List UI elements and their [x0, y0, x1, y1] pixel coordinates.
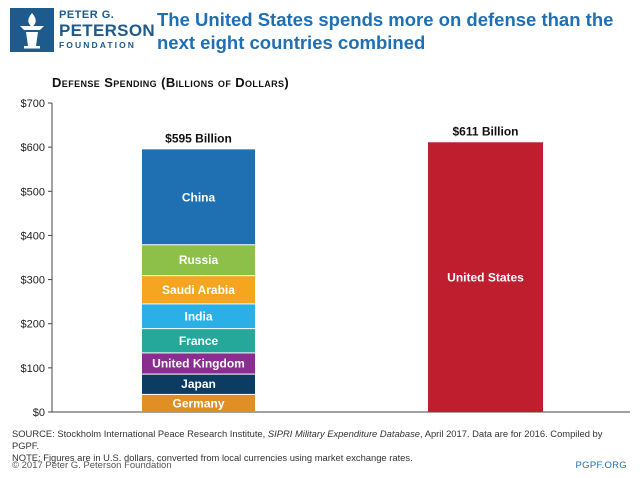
segment-label: China — [182, 190, 216, 204]
source-prefix: SOURCE: Stockholm International Peace Re… — [12, 428, 268, 439]
chart-title: Defense Spending (Billions of Dollars) — [52, 75, 290, 90]
bar-segment — [142, 276, 255, 304]
segment-label: Saudi Arabia — [162, 283, 235, 297]
source-database: SIPRI Military Expenditure Database — [267, 428, 421, 439]
y-tick-label: $200 — [21, 319, 45, 331]
source-note: SOURCE: Stockholm International Peace Re… — [12, 428, 632, 464]
bar-segment — [142, 374, 255, 394]
brand-line-3: FOUNDATION — [59, 40, 137, 50]
segment-label: Japan — [181, 377, 216, 391]
y-tick-label: $500 — [21, 186, 45, 198]
brand-wordmark: PETER G. PETERSON FOUNDATION — [59, 10, 155, 50]
segment-label: India — [184, 309, 212, 323]
torch-logo-icon — [10, 8, 54, 52]
bar-total-label: $611 Billion — [452, 124, 518, 138]
segment-label: Russia — [179, 253, 219, 267]
brand-line-1: PETER G. — [59, 9, 115, 21]
source-note-text: NOTE: Figures are in U.S. dollars, conve… — [12, 452, 413, 463]
bar-segment — [142, 149, 255, 245]
stacked-bar-chart: $0 $100 $200 $300 $400 $500 $600 $700 Germany Jap… — [21, 98, 630, 419]
segment-label: Germany — [172, 396, 224, 410]
brand-logo: PETER G. PETERSON FOUNDATION — [10, 8, 155, 56]
source-suffix: , April 2017. Data are for 2016. Compile… — [12, 428, 603, 451]
y-tick-label: $700 — [21, 98, 45, 110]
brand-line-2: PETERSON — [59, 21, 155, 40]
bar-segment — [142, 245, 255, 276]
bar-segment — [142, 353, 255, 374]
y-tick-label: $400 — [21, 230, 45, 242]
bar-segment — [142, 394, 255, 412]
y-tick-label: $600 — [21, 142, 45, 154]
website-link[interactable]: PGPF.ORG — [575, 460, 627, 471]
bar-segment — [142, 329, 255, 353]
bar-segment — [142, 304, 255, 329]
segment-label: United States — [447, 271, 524, 285]
y-tick-label: $300 — [21, 275, 45, 287]
copyright-text: © 2017 Peter G. Peterson Foundation — [12, 460, 172, 471]
y-tick-label: $0 — [33, 407, 45, 419]
segment-label: France — [179, 334, 219, 348]
headline: The United States spends more on defense… — [157, 9, 614, 53]
segment-label: United Kingdom — [152, 357, 245, 371]
bar-segment — [428, 142, 543, 412]
bar-total-label: $595 Billion — [165, 131, 232, 145]
y-tick-label: $100 — [21, 363, 45, 375]
